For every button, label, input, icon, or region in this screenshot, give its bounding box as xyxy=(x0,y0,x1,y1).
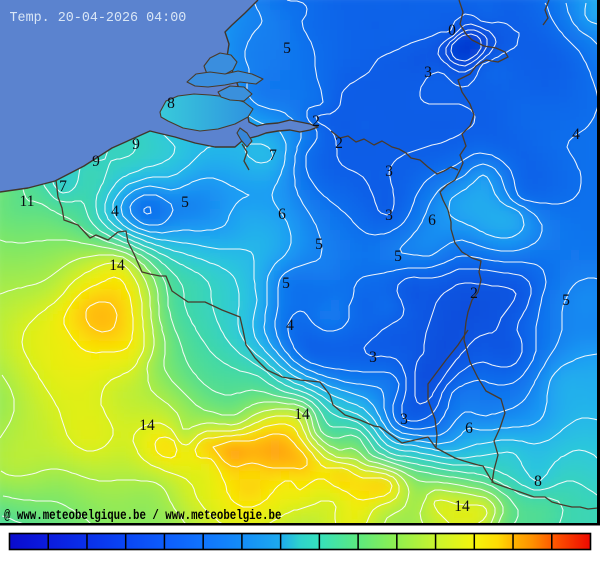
svg-text:8: 8 xyxy=(167,95,175,112)
svg-text:6: 6 xyxy=(278,206,286,223)
svg-text:9: 9 xyxy=(132,136,140,153)
svg-text:6: 6 xyxy=(465,420,473,437)
svg-text:5: 5 xyxy=(282,275,290,292)
svg-text:11: 11 xyxy=(20,193,35,210)
svg-text:4: 4 xyxy=(111,203,119,220)
svg-text:5: 5 xyxy=(315,236,323,253)
svg-text:4: 4 xyxy=(286,317,294,334)
svg-text:14: 14 xyxy=(139,417,155,434)
svg-text:@ www.meteobelgique.be / www.m: @ www.meteobelgique.be / www.meteobelgie… xyxy=(4,508,281,524)
svg-text:8: 8 xyxy=(534,473,542,490)
svg-text:5: 5 xyxy=(181,194,189,211)
svg-text:7: 7 xyxy=(59,178,67,195)
svg-text:14: 14 xyxy=(109,257,125,274)
svg-text:4: 4 xyxy=(572,126,580,143)
svg-text:5: 5 xyxy=(283,40,291,57)
svg-text:3: 3 xyxy=(369,349,377,366)
svg-text:14: 14 xyxy=(454,498,470,515)
svg-text:9: 9 xyxy=(92,153,100,170)
svg-text:2: 2 xyxy=(335,135,343,152)
svg-text:0: 0 xyxy=(448,22,456,39)
svg-text:3: 3 xyxy=(424,64,432,81)
svg-text:2: 2 xyxy=(312,113,320,130)
svg-text:2: 2 xyxy=(470,285,478,302)
svg-text:3: 3 xyxy=(400,411,408,428)
svg-text:3: 3 xyxy=(385,207,393,224)
svg-text:Temp. 20-04-2026 04:00: Temp. 20-04-2026 04:00 xyxy=(10,11,187,26)
svg-text:3: 3 xyxy=(385,163,393,180)
svg-text:14: 14 xyxy=(294,406,310,423)
svg-text:5: 5 xyxy=(562,292,570,309)
svg-text:6: 6 xyxy=(428,212,436,229)
svg-text:5: 5 xyxy=(394,248,402,265)
svg-text:7: 7 xyxy=(269,147,277,164)
